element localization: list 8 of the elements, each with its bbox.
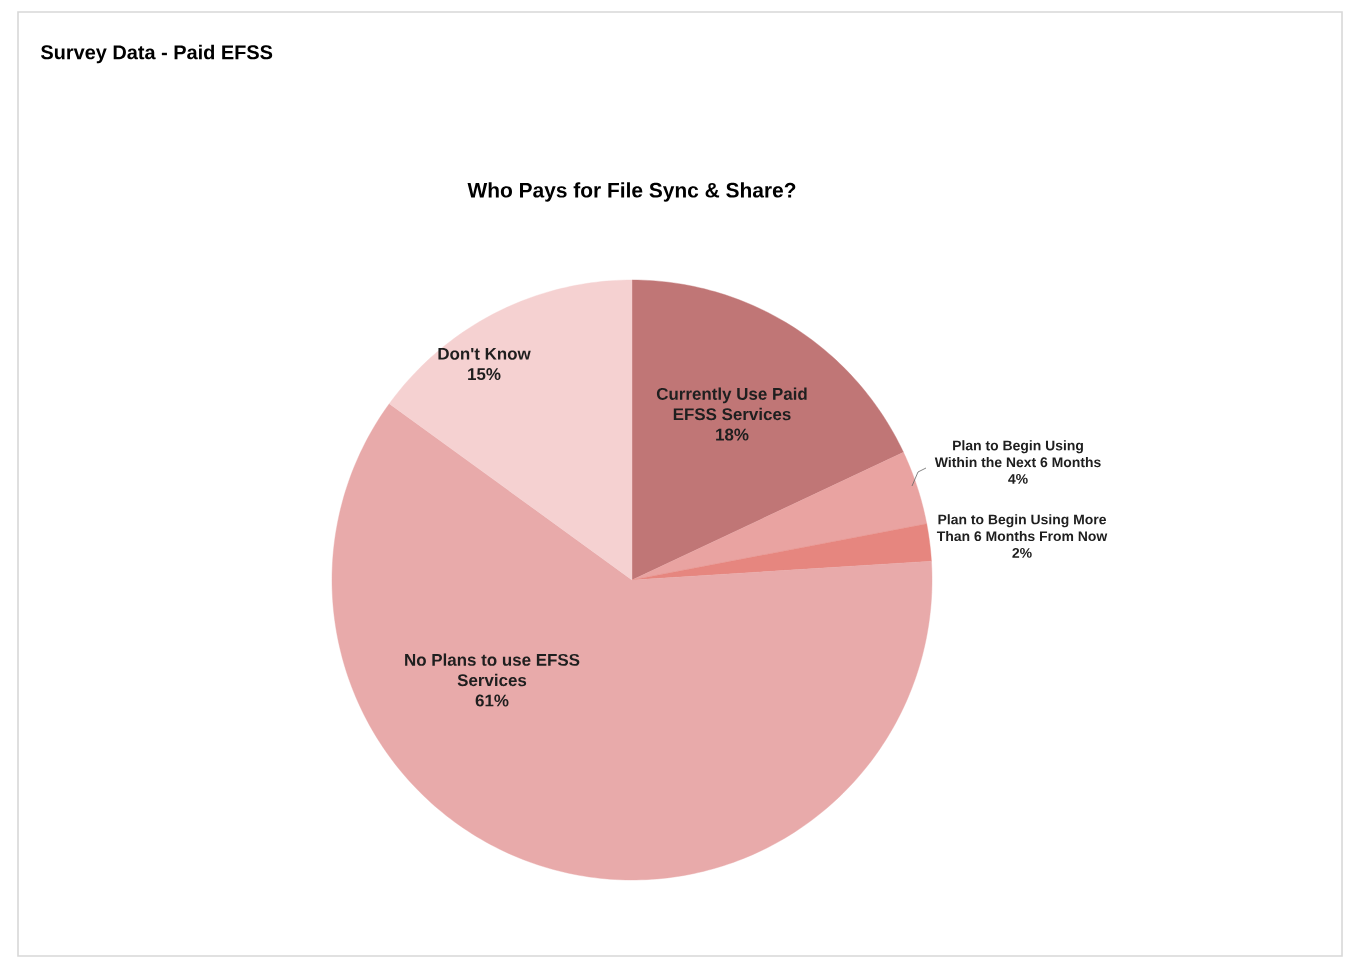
data-label: 15%	[468, 368, 501, 381]
slice-label: No Plans to use EFSS Services	[405, 653, 580, 687]
chart-subtitle: Who Pays for File Sync & Share?	[467, 182, 796, 202]
slice-label: Don't Know	[438, 347, 531, 360]
data-label: 61%	[475, 694, 509, 707]
slice-label: Currently Use Paid EFSS Services	[656, 387, 807, 421]
data-label: 18%	[716, 428, 749, 441]
text: Survey Data - Paid EFSS	[40, 44, 273, 64]
